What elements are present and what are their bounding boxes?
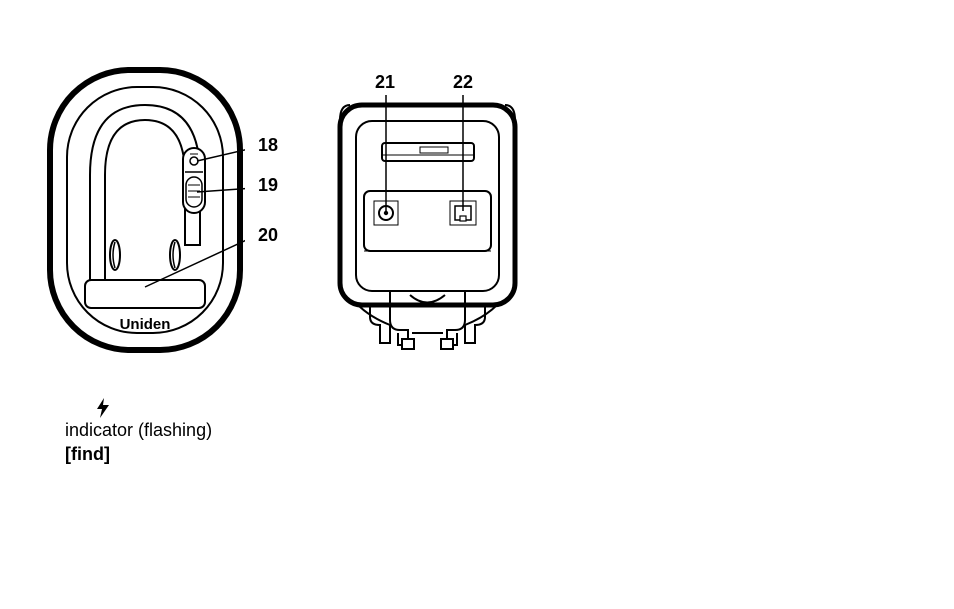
page-root: Uniden 18 19 20 [0, 0, 954, 609]
brand-label: Uniden [120, 316, 171, 333]
callout-22: 22 [453, 72, 473, 93]
callout-21: 21 [375, 72, 395, 93]
callout-20: 20 [258, 225, 278, 246]
callout-18: 18 [258, 135, 278, 156]
diagram-front-view: Uniden [45, 65, 245, 355]
find-label: [find] [65, 444, 110, 465]
indicator-line: indicator (flashing) [65, 420, 212, 441]
bolt-icon [95, 398, 111, 418]
diagram-back-view [330, 95, 525, 355]
callout-19: 19 [258, 175, 278, 196]
